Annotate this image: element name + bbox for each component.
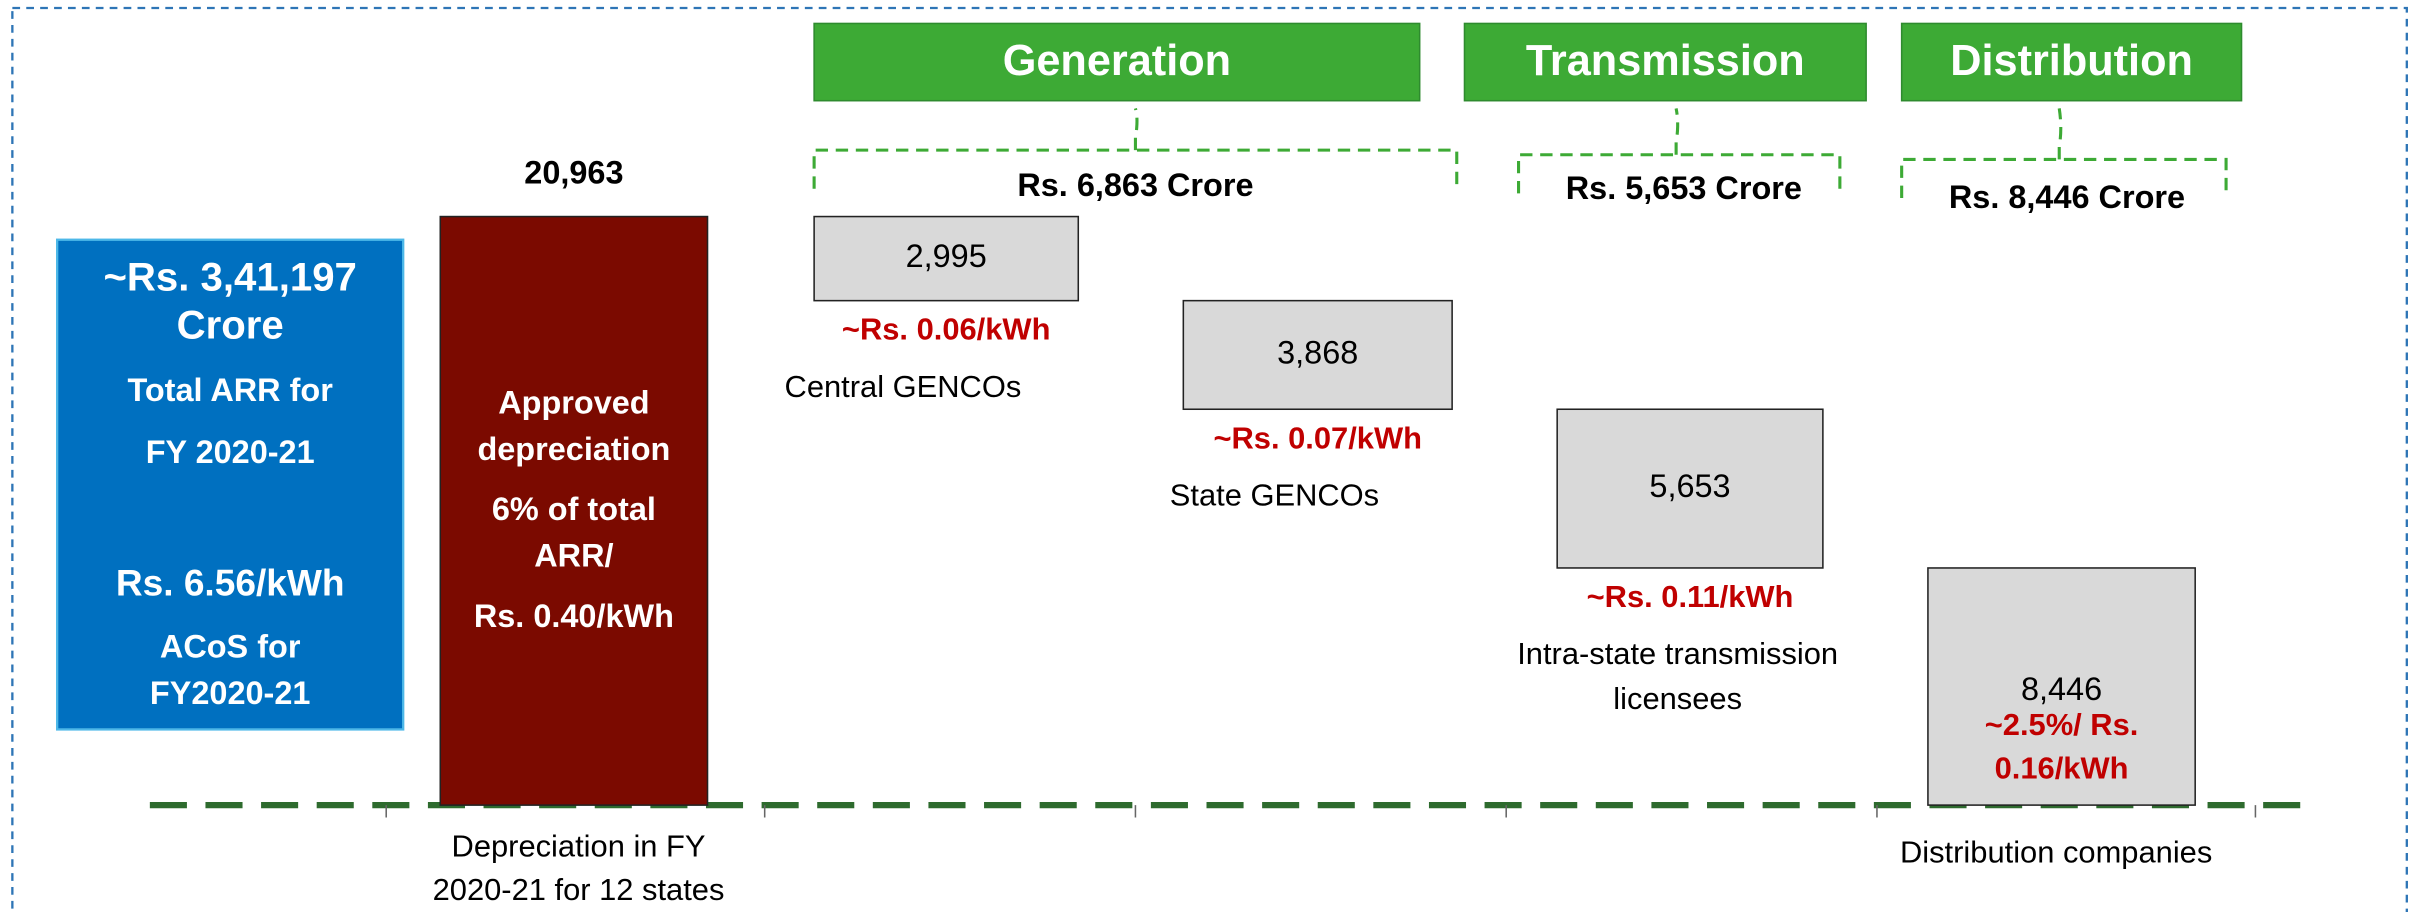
- group-total: Rs. 8,446 Crore: [1949, 179, 2185, 215]
- summary-text: FY2020-21: [150, 675, 310, 711]
- bar-text: Approved: [498, 385, 649, 421]
- category-label: licensees: [1613, 681, 1742, 716]
- rate-label: ~Rs. 0.11/kWh: [1587, 579, 1794, 614]
- total-bar: [439, 215, 709, 806]
- summary-text: ACoS for: [160, 629, 301, 665]
- category-label: Central GENCOs: [785, 369, 1022, 404]
- group-header: [1900, 22, 2243, 102]
- group-name: Transmission: [1526, 37, 1805, 85]
- segment-box: [1556, 408, 1824, 569]
- group-name: Generation: [1003, 37, 1231, 85]
- value-label: 5,653: [1649, 468, 1730, 504]
- summary-text: Rs. 6.56/kWh: [116, 562, 345, 604]
- summary-box: [55, 238, 405, 731]
- group-header: [813, 22, 1421, 102]
- segment-box: [1182, 299, 1453, 411]
- group-total: Rs. 5,653 Crore: [1566, 170, 1802, 206]
- category-label: State GENCOs: [1170, 477, 1379, 512]
- summary-text: FY 2020-21: [146, 434, 315, 470]
- category-label: Depreciation in FY: [452, 829, 706, 864]
- rate-label: ~Rs. 0.06/kWh: [842, 312, 1050, 347]
- bar-text: 6% of total: [492, 491, 656, 527]
- category-label: Distribution companies: [1900, 835, 2212, 870]
- rate-label: ~Rs. 0.07/kWh: [1213, 420, 1421, 455]
- group-total: Rs. 6,863 Crore: [1017, 167, 1253, 203]
- group-brace: [1900, 108, 2228, 199]
- category-label: Intra-state transmission: [1517, 636, 1838, 671]
- bar-text: Rs. 0.40/kWh: [474, 598, 674, 634]
- frame: [11, 6, 2408, 912]
- group-brace: [812, 107, 1459, 189]
- value-label: 2,995: [906, 238, 987, 274]
- value-label: 8,446: [2021, 671, 2102, 707]
- group-brace: [1517, 108, 1842, 194]
- group-name: Distribution: [1950, 37, 2193, 85]
- value-label: 20,963: [524, 154, 623, 190]
- rate-label: ~2.5%/ Rs.: [1985, 707, 2139, 742]
- summary-text: ~Rs. 3,41,197: [103, 255, 356, 300]
- segment-box: [813, 215, 1080, 302]
- summary-text: Total ARR for: [127, 372, 333, 408]
- group-header: [1463, 22, 1867, 102]
- rate-label: 0.16/kWh: [1995, 750, 2129, 785]
- segment-box: [1927, 567, 2196, 806]
- bar-text: ARR/: [534, 538, 613, 574]
- value-label: 3,868: [1277, 335, 1358, 371]
- category-label: 2020-21 for 12 states: [433, 872, 725, 907]
- summary-text: Crore: [177, 302, 284, 347]
- bar-text: depreciation: [477, 431, 670, 467]
